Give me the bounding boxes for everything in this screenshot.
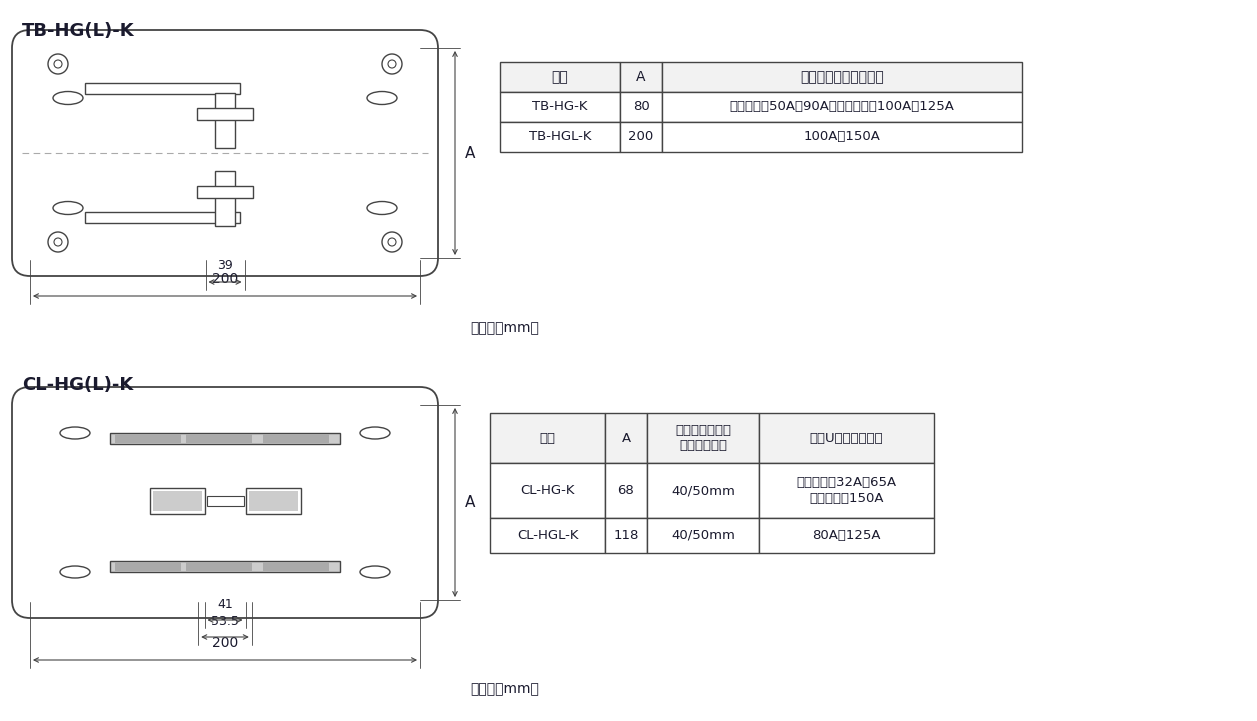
Text: １枚使い：50A～90A　２枚使い：100A～125A: １枚使い：50A～90A ２枚使い：100A～125A bbox=[729, 100, 954, 113]
Text: 200: 200 bbox=[212, 636, 238, 650]
Bar bbox=[249, 490, 298, 510]
Text: CL-HG-K: CL-HG-K bbox=[520, 484, 574, 497]
Bar bbox=[85, 83, 240, 94]
Circle shape bbox=[382, 232, 402, 252]
Bar bbox=[500, 92, 620, 122]
Bar bbox=[197, 186, 253, 198]
Text: A: A bbox=[465, 495, 475, 510]
Bar bbox=[647, 463, 759, 518]
Bar bbox=[620, 92, 662, 122]
Text: 200: 200 bbox=[212, 272, 238, 286]
Text: 40/50mm: 40/50mm bbox=[671, 484, 735, 497]
Ellipse shape bbox=[367, 201, 397, 215]
Text: （単位：mm）: （単位：mm） bbox=[470, 321, 539, 335]
Circle shape bbox=[388, 238, 396, 246]
Text: 68: 68 bbox=[617, 484, 635, 497]
Bar bbox=[647, 413, 759, 463]
Text: 40/50mm: 40/50mm bbox=[671, 529, 735, 542]
Circle shape bbox=[54, 238, 62, 246]
Circle shape bbox=[48, 54, 68, 74]
Bar bbox=[759, 463, 934, 518]
Text: （単位：mm）: （単位：mm） bbox=[470, 682, 539, 696]
Circle shape bbox=[54, 60, 62, 68]
Text: 100A～150A: 100A～150A bbox=[803, 131, 880, 143]
Bar bbox=[152, 490, 201, 510]
Ellipse shape bbox=[53, 201, 83, 215]
Text: 39: 39 bbox=[217, 259, 233, 272]
Bar bbox=[186, 434, 251, 443]
Bar bbox=[490, 518, 605, 553]
Bar bbox=[263, 434, 329, 443]
Bar bbox=[605, 518, 647, 553]
Text: TB-HG(L)-K: TB-HG(L)-K bbox=[23, 22, 134, 40]
FancyBboxPatch shape bbox=[13, 30, 437, 276]
Text: 53.5: 53.5 bbox=[211, 615, 239, 628]
Circle shape bbox=[382, 54, 402, 74]
Text: 対応吊りバンド（例）: 対応吊りバンド（例） bbox=[801, 70, 884, 84]
Text: 適合チャンネル
・アングル幅: 適合チャンネル ・アングル幅 bbox=[675, 424, 732, 452]
Bar bbox=[620, 122, 662, 152]
Ellipse shape bbox=[360, 427, 390, 439]
Ellipse shape bbox=[367, 92, 397, 105]
Bar bbox=[620, 62, 662, 92]
Bar bbox=[500, 62, 620, 92]
Text: 80A～125A: 80A～125A bbox=[812, 529, 881, 542]
Bar bbox=[186, 562, 251, 571]
Circle shape bbox=[388, 60, 396, 68]
FancyBboxPatch shape bbox=[13, 387, 437, 618]
Bar bbox=[490, 413, 605, 463]
Bar bbox=[111, 433, 339, 444]
Bar bbox=[215, 171, 235, 226]
Text: A: A bbox=[621, 431, 631, 445]
Bar bbox=[759, 413, 934, 463]
Text: 118: 118 bbox=[613, 529, 639, 542]
Bar bbox=[263, 562, 329, 571]
Bar bbox=[662, 92, 1022, 122]
Ellipse shape bbox=[53, 92, 83, 105]
Text: 200: 200 bbox=[628, 131, 654, 143]
Bar bbox=[215, 93, 235, 148]
Circle shape bbox=[48, 232, 68, 252]
Text: 対応Uボルト（例）: 対応Uボルト（例） bbox=[810, 431, 884, 445]
Text: １枚使い：32A～65A
２枚使い：150A: １枚使い：32A～65A ２枚使い：150A bbox=[797, 477, 896, 505]
Text: A: A bbox=[636, 70, 646, 84]
Bar bbox=[490, 463, 605, 518]
Bar bbox=[114, 562, 181, 571]
Bar bbox=[605, 463, 647, 518]
Text: CL-HG(L)-K: CL-HG(L)-K bbox=[23, 376, 133, 394]
Bar bbox=[150, 487, 205, 513]
Bar bbox=[85, 212, 240, 223]
Bar bbox=[197, 108, 253, 120]
Ellipse shape bbox=[60, 427, 91, 439]
Bar bbox=[206, 495, 244, 505]
Bar bbox=[647, 518, 759, 553]
Text: CL-HGL-K: CL-HGL-K bbox=[517, 529, 578, 542]
Ellipse shape bbox=[60, 566, 91, 578]
Text: 型番: 型番 bbox=[552, 70, 568, 84]
Text: 型番: 型番 bbox=[539, 431, 556, 445]
Bar bbox=[114, 434, 181, 443]
Ellipse shape bbox=[360, 566, 390, 578]
Text: 80: 80 bbox=[632, 100, 650, 113]
Text: 41: 41 bbox=[217, 598, 233, 611]
Bar bbox=[662, 62, 1022, 92]
Text: TB-HG-K: TB-HG-K bbox=[532, 100, 588, 113]
Bar bbox=[111, 561, 339, 572]
Text: TB-HGL-K: TB-HGL-K bbox=[529, 131, 591, 143]
Bar bbox=[759, 518, 934, 553]
Bar bbox=[245, 487, 300, 513]
Bar bbox=[662, 122, 1022, 152]
Bar bbox=[605, 413, 647, 463]
Bar bbox=[500, 122, 620, 152]
Text: A: A bbox=[465, 146, 475, 161]
